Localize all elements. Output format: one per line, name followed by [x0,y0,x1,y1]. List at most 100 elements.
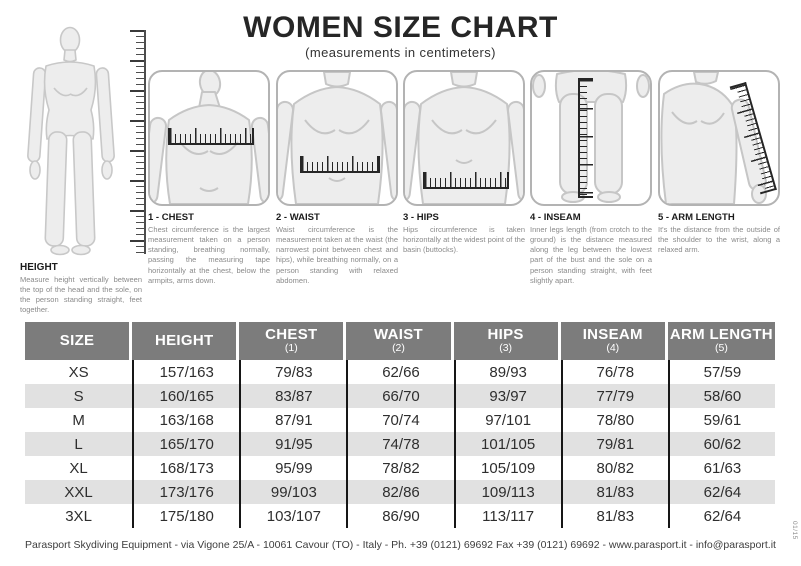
measurement-description: Chest circumference is the largest measu… [148,225,270,285]
cell-inseam: 76/78 [560,360,668,384]
measurement-label: 4 - INSEAM [530,212,581,223]
cell-arm-length: 59/61 [667,408,775,432]
height-guide: HEIGHT Measure height vertically between… [20,262,142,316]
cell-chest: 79/83 [239,360,346,384]
page-title: WOMEN SIZE CHART [243,11,558,44]
measuring-tape-icon [168,128,254,145]
cell-height: 157/163 [132,360,239,384]
cell-height: 160/165 [132,384,239,408]
table-row: XXL 173/176 99/103 82/86 109/113 81/83 62/64 [25,480,775,504]
table-row: 3XL 175/180 103/107 86/90 113/117 81/83 62/64 [25,504,775,528]
waist-silhouette [278,72,396,204]
measurement-description: Hips circumference is taken horizontally… [403,225,525,255]
cell-waist: 82/86 [346,480,453,504]
cell-inseam: 81/83 [560,504,668,528]
measurement-label: 3 - HIPS [403,212,439,223]
cell-size: XL [69,459,88,477]
header-arm-length: ARM LENGTH (5) [667,322,775,360]
cell-height: 168/173 [132,456,239,480]
header-size: SIZE [25,322,130,360]
measurement-waist: 2 - WAIST Waist circumference is the mea… [276,212,398,286]
cell-waist: 66/70 [346,384,453,408]
header-sub: (3) [499,342,513,355]
header-label: HEIGHT [154,331,214,349]
header-label: SIZE [59,331,95,349]
header-label: ARM LENGTH [669,325,773,343]
cell-size: XS [68,363,89,381]
cell-chest: 95/99 [239,456,346,480]
full-body-silhouette [27,26,115,256]
measurement-description: Inner legs length (from crotch to the gr… [530,225,652,285]
cell-chest: 91/95 [239,432,346,456]
waist-diagram [276,70,398,206]
measurement-inseam: 4 - INSEAM Inner legs length (from crotc… [530,212,652,286]
cell-arm-length: 57/59 [667,360,775,384]
table-row: M 163/168 87/91 70/74 97/101 78/80 59/61 [25,408,775,432]
cell-inseam: 81/83 [560,480,668,504]
header-label: INSEAM [582,325,643,343]
cell-inseam: 77/79 [560,384,668,408]
height-ruler-icon [130,30,146,254]
table-row: L 165/170 91/95 74/78 101/105 79/81 60/62 [25,432,775,456]
measurement-arm-length: 5 - ARM LENGTH It's the distance from th… [658,212,780,255]
cell-waist: 62/66 [346,360,453,384]
cell-chest: 83/87 [239,384,346,408]
cell-inseam: 80/82 [560,456,668,480]
cell-height: 163/168 [132,408,239,432]
cell-waist: 86/90 [346,504,453,528]
table-row: XS 157/163 79/83 62/66 89/93 76/78 57/59 [25,360,775,384]
header-label: HIPS [487,325,524,343]
table-row: S 160/165 83/87 66/70 93/97 77/79 58/60 [25,384,775,408]
cell-hips: 93/97 [453,384,561,408]
measurement-hips: 3 - HIPS Hips circumference is taken hor… [403,212,525,255]
height-label: HEIGHT [20,262,58,273]
cell-size: L [74,435,83,453]
size-table-header: SIZE HEIGHT CHEST (1) WAIST (2) HIPS (3) IN… [25,322,775,360]
measurement-description: Waist circumference is the measurement t… [276,225,398,285]
measuring-tape-icon [423,172,509,189]
header-label: WAIST [373,325,423,343]
edition-code: 01/15 [791,521,798,540]
cell-hips: 97/101 [453,408,561,432]
cell-hips: 113/117 [453,504,561,528]
title-block: WOMEN SIZE CHART (measurements in centim… [0,12,801,60]
header-inseam: INSEAM (4) [560,322,665,360]
header-sub: (1) [284,342,298,355]
chest-diagram [148,70,270,206]
cell-inseam: 78/80 [560,408,668,432]
measurement-label: 1 - CHEST [148,212,194,223]
inseam-diagram [530,70,652,206]
cell-size: S [73,387,84,405]
header-sub: (5) [715,342,728,355]
cell-height: 165/170 [132,432,239,456]
cell-arm-length: 60/62 [667,432,775,456]
header-label: CHEST [265,325,318,343]
measurement-chest: 1 - CHEST Chest circumference is the lar… [148,212,270,286]
size-table-body: XS 157/163 79/83 62/66 89/93 76/78 57/59 S 160/… [25,360,775,528]
height-diagram [18,26,146,258]
measurement-label: 5 - ARM LENGTH [658,212,735,223]
cell-hips: 109/113 [453,480,561,504]
header-hips: HIPS (3) [453,322,558,360]
header-sub: (4) [606,342,620,355]
cell-hips: 101/105 [453,432,561,456]
cell-arm-length: 61/63 [667,456,775,480]
cell-arm-length: 62/64 [667,480,775,504]
cell-waist: 70/74 [346,408,453,432]
cell-waist: 78/82 [346,456,453,480]
cell-hips: 89/93 [453,360,561,384]
header-height: HEIGHT [132,322,237,360]
hips-diagram [403,70,525,206]
cell-chest: 103/107 [239,504,346,528]
cell-size: 3XL [65,507,92,525]
cell-size: M [72,411,85,429]
footer-contact-line: Parasport Skydiving Equipment - via Vigo… [25,539,776,551]
size-table: SIZE HEIGHT CHEST (1) WAIST (2) HIPS (3) IN… [25,322,775,528]
measuring-tape-icon [300,156,380,173]
arm-length-diagram [658,70,780,206]
header-waist: WAIST (2) [346,322,451,360]
page-subtitle: (measurements in centimeters) [305,44,496,60]
cell-hips: 105/109 [453,456,561,480]
cell-size: XXL [64,483,93,501]
